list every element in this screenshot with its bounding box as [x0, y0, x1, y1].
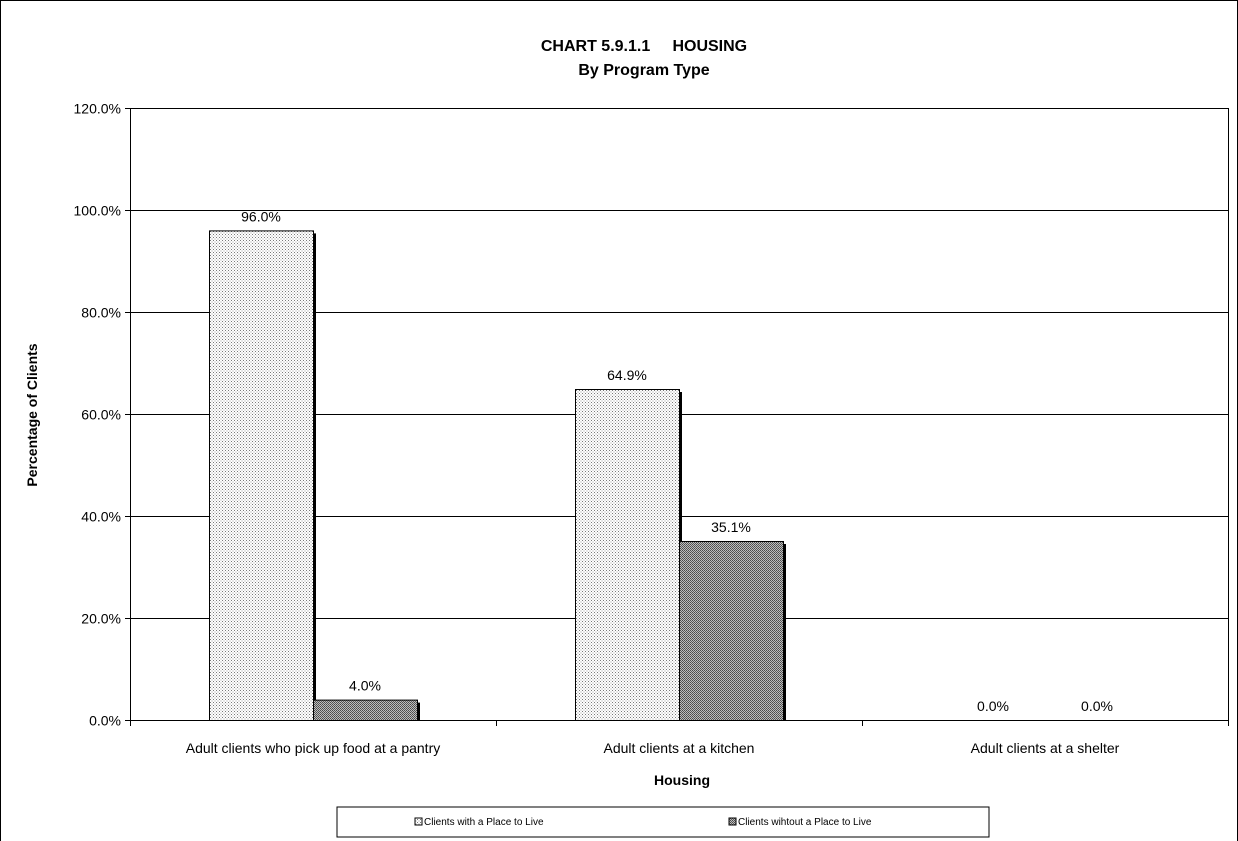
x-axis-title: Housing — [654, 772, 710, 788]
y-tick-label: 20.0% — [81, 611, 121, 627]
data-label: 4.0% — [349, 678, 381, 694]
y-tick-label: 40.0% — [81, 509, 121, 525]
x-tick-labels: Adult clients who pick up food at a pant… — [186, 740, 1120, 756]
legend-box — [336, 806, 990, 838]
data-label: 64.9% — [607, 367, 647, 383]
data-labels: 96.0% 4.0% 64.9% 35.1% 0.0% 0.0% — [241, 208, 1113, 714]
chart-title: CHART 5.9.1.1 HOUSING — [541, 38, 747, 55]
legend: Clients with a Place to Live Clients wih… — [336, 806, 990, 838]
bar — [209, 230, 314, 721]
data-label: 0.0% — [1081, 698, 1113, 714]
bar — [575, 389, 680, 721]
y-tick-labels: 0.0% 20.0% 40.0% 60.0% 80.0% 100.0% 120.0% — [74, 101, 121, 729]
chart-subtitle: By Program Type — [578, 62, 709, 79]
legend-label-with-place: Clients with a Place to Live — [424, 817, 544, 828]
legend-label-without-place: Clients wihtout a Place to Live — [738, 817, 872, 828]
x-tick-label: Adult clients at a kitchen — [604, 740, 755, 756]
axes — [125, 108, 1229, 726]
y-tick-label: 80.0% — [81, 305, 121, 321]
x-tick-label: Adult clients who pick up food at a pant… — [186, 740, 440, 756]
bar — [679, 540, 784, 721]
y-tick-label: 0.0% — [89, 713, 121, 729]
bars — [209, 230, 786, 721]
bar — [313, 699, 418, 721]
data-label: 96.0% — [241, 208, 281, 224]
legend-swatch-without-place — [728, 817, 737, 826]
data-label: 0.0% — [977, 698, 1009, 714]
legend-swatch-with-place — [414, 817, 423, 826]
y-tick-label: 120.0% — [74, 101, 121, 117]
x-tick-label: Adult clients at a shelter — [971, 740, 1120, 756]
data-label: 35.1% — [711, 519, 751, 535]
y-tick-label: 60.0% — [81, 407, 121, 423]
y-tick-label: 100.0% — [74, 203, 121, 219]
y-axis-title: Percentage of Clients — [24, 343, 40, 486]
